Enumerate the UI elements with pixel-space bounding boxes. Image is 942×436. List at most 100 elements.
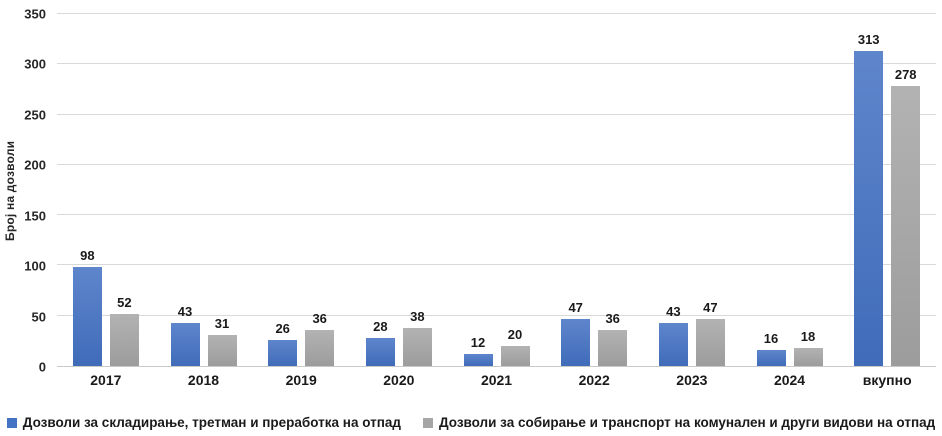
bar-value-label-series2-2021: 20	[507, 326, 523, 342]
gridline-350	[57, 13, 936, 14]
bar-value-label-series2-2017: 52	[117, 294, 132, 310]
bar-group-2021: 12 20	[448, 14, 546, 366]
bar-group-2023: 43 47	[643, 14, 741, 366]
bar-value-label-series2-2020: 38	[410, 308, 425, 324]
legend-label-series2: Дозволи за собирање и транспорт на комун…	[438, 415, 936, 430]
gridline-250	[57, 113, 936, 115]
gridlines	[57, 13, 936, 366]
bar-column-series1-2024: 16	[756, 14, 786, 366]
y-tick-label-250: 250	[24, 107, 46, 123]
bar-column-series2-2017: 52	[109, 14, 139, 366]
gridline-150	[57, 214, 936, 216]
bar-value-label-series2-вкупно: 278	[894, 67, 917, 83]
bar-value-label-series1-2019: 26	[275, 320, 290, 336]
bar-value-label-series2-2024: 18	[800, 328, 816, 344]
legend-item-series2: Дозволи за собирање и транспорт на комун…	[422, 415, 936, 430]
bar-column-series1-вкупно: 313	[854, 14, 884, 366]
bar-column-series1-2022: 47	[561, 14, 591, 366]
bar-column-series2-2023: 47	[695, 14, 725, 366]
gridline-100	[57, 264, 936, 266]
bar-value-label-series1-2024: 16	[763, 330, 779, 346]
x-axis-label-2019: 2019	[285, 372, 317, 388]
bar-column-series2-2019: 36	[305, 14, 335, 366]
bar-group-2020: 28 38	[350, 14, 448, 366]
bar-group-2018: 43 31	[155, 14, 253, 366]
bar-series2-2019	[305, 329, 335, 366]
bar-value-label-series1-вкупно: 313	[857, 32, 880, 48]
bar-column-series2-вкупно: 278	[891, 14, 921, 366]
x-axis-label-2023: 2023	[676, 372, 708, 388]
bar-series2-2017	[109, 313, 139, 366]
bar-column-series2-2021: 20	[500, 14, 530, 366]
bar-series1-2024	[756, 349, 786, 366]
x-axis-label-2020: 2020	[383, 372, 415, 388]
bar-column-series2-2024: 18	[793, 14, 823, 366]
bar-value-label-series1-2022: 47	[568, 299, 583, 315]
bar-group-2019: 26 36	[252, 14, 350, 366]
bar-series1-2018	[170, 322, 200, 366]
bar-value-label-series1-2017: 98	[80, 248, 95, 264]
y-tick-label-0: 0	[38, 359, 46, 375]
bar-group-2024: 16 18	[741, 14, 839, 366]
bar-group-2017: 98 52	[57, 14, 155, 366]
bar-series2-2020	[402, 327, 432, 366]
bar-column-series1-2021: 12	[463, 14, 493, 366]
bar-value-label-series2-2018: 31	[214, 315, 230, 331]
bar-groups: 98 52 43 31 26 36 28 38 12 20 47 36 43 47 16 18 313 278	[57, 14, 936, 366]
legend-swatch-series1-icon	[6, 417, 17, 428]
bar-value-label-series1-2018: 43	[177, 303, 193, 319]
plot-area: 98 52 43 31 26 36 28 38 12 20 47 36 43 47 16 18 313 278	[57, 13, 936, 367]
bar-value-label-series1-2020: 28	[373, 318, 388, 334]
bar-value-label-series2-2019: 36	[312, 310, 327, 326]
legend-swatch-series2-icon	[422, 417, 433, 428]
y-axis-ticks: 0 50 100 150 200 250 300 350	[0, 7, 46, 375]
bar-value-label-series1-2023: 43	[666, 303, 681, 319]
x-axis-label-2018: 2018	[187, 372, 220, 388]
y-tick-label-300: 300	[24, 56, 46, 72]
y-tick-label-150: 150	[24, 208, 46, 224]
bar-series1-2020	[365, 337, 395, 366]
bar-value-label-series2-2023: 47	[703, 299, 718, 315]
x-axis-label-вкупно: вкупно	[862, 372, 912, 388]
x-axis-label-2022: 2022	[578, 372, 610, 388]
bar-series2-вкупно	[891, 86, 921, 366]
y-tick-label-200: 200	[24, 157, 46, 173]
bar-column-series1-2017: 98	[72, 14, 102, 366]
y-tick-label-350: 350	[24, 6, 46, 22]
bar-group-вкупно: 313 278	[838, 14, 936, 366]
bar-group-2022: 47 36	[545, 14, 643, 366]
legend-item-series1: Дозволи за складирање, третман и прерабо…	[6, 415, 401, 430]
x-axis-labels: 2017 2018 2019 2020 2021 2022 2023 2024 вкупно	[57, 372, 936, 394]
bar-series2-2018	[207, 334, 237, 366]
x-axis-label-2021: 2021	[480, 372, 513, 388]
bar-series2-2022	[598, 329, 628, 366]
gridline-200	[57, 163, 936, 165]
bar-series2-2023	[695, 318, 725, 366]
bar-column-series1-2019: 26	[268, 14, 298, 366]
bar-column-series1-2018: 43	[170, 14, 200, 366]
bar-series1-2022	[561, 318, 591, 366]
bar-column-series2-2018: 31	[207, 14, 237, 366]
x-axis-label-2024: 2024	[773, 372, 806, 388]
bar-series2-2021	[500, 345, 530, 366]
legend: Дозволи за складирање, третман и прерабо…	[0, 415, 942, 430]
bar-value-label-series1-2021: 12	[470, 334, 486, 350]
bar-column-series2-2022: 36	[598, 14, 628, 366]
y-tick-label-50: 50	[31, 309, 46, 325]
gridline-300	[57, 63, 936, 65]
bar-column-series1-2020: 28	[365, 14, 395, 366]
bar-series1-2021	[463, 353, 493, 366]
bar-value-label-series2-2022: 36	[605, 310, 620, 326]
x-axis-label-2017: 2017	[90, 372, 122, 388]
y-tick-label-100: 100	[24, 258, 46, 274]
bar-series1-2017	[72, 267, 102, 366]
gridline-50	[57, 314, 936, 316]
bar-series1-2023	[658, 322, 688, 366]
bar-column-series2-2020: 38	[402, 14, 432, 366]
legend-label-series1: Дозволи за складирање, третман и прерабо…	[22, 415, 401, 430]
bar-series1-2019	[268, 339, 298, 366]
bar-series2-2024	[793, 347, 823, 366]
bar-series1-вкупно	[854, 51, 884, 366]
bar-column-series1-2023: 43	[658, 14, 688, 366]
